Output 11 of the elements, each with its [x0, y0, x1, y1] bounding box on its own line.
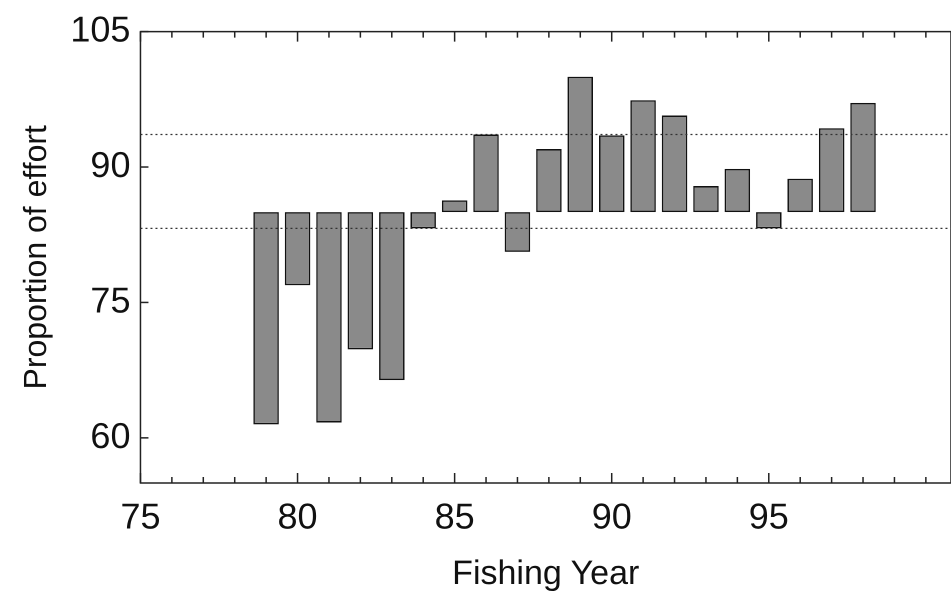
y-axis-title: Proportion of effort: [17, 124, 54, 390]
x-tick-label: 75: [120, 496, 160, 537]
y-tick-label: 75: [90, 279, 130, 320]
x-axis-title: Fishing Year: [452, 554, 640, 592]
y-tick-label: 105: [70, 8, 130, 50]
x-tick-label: 95: [748, 496, 789, 537]
x-tick-label: 85: [434, 496, 475, 537]
x-tick-label: 80: [278, 496, 318, 537]
x-tick-label: 90: [592, 496, 632, 537]
y-tick-label: 90: [90, 144, 130, 185]
y-tick-label: 60: [90, 414, 130, 456]
